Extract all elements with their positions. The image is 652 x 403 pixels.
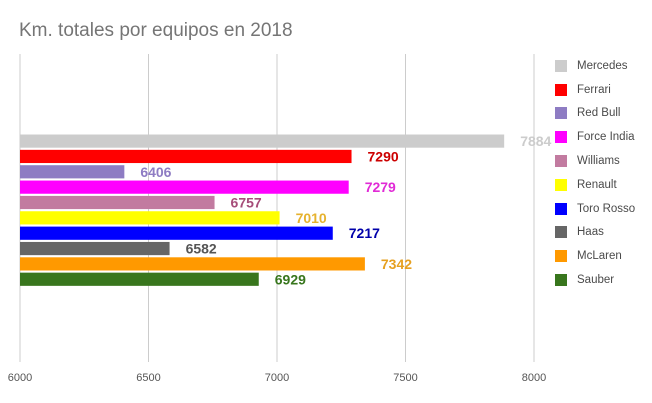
x-tick-label: 6500 bbox=[136, 372, 160, 384]
bar-mercedes bbox=[20, 134, 505, 148]
bar-ferrari bbox=[20, 149, 352, 164]
data-label: 7010 bbox=[296, 210, 327, 226]
legend-swatch bbox=[555, 83, 567, 96]
legend-swatch bbox=[555, 202, 567, 215]
legend-item: Haas bbox=[555, 221, 635, 245]
legend-label: Force India bbox=[577, 131, 635, 144]
legend-item: Williams bbox=[555, 149, 635, 173]
legend-item: Red Bull bbox=[555, 102, 635, 126]
legend-swatch bbox=[555, 131, 567, 144]
legend-label: Mercedes bbox=[577, 59, 628, 72]
legend-swatch bbox=[555, 59, 567, 72]
legend-item: Ferrari bbox=[555, 78, 635, 102]
bar-haas bbox=[20, 241, 170, 256]
data-label: 7217 bbox=[349, 225, 380, 241]
bar-sauber bbox=[20, 272, 259, 286]
legend-label: Renault bbox=[577, 178, 617, 191]
legend-item: Toro Rosso bbox=[555, 197, 635, 221]
legend-swatch bbox=[555, 226, 567, 239]
bar-force-india bbox=[20, 180, 349, 194]
legend-label: Haas bbox=[577, 226, 604, 239]
legend-label: Sauber bbox=[577, 274, 615, 287]
legend-swatch bbox=[555, 155, 567, 168]
legend-label: Ferrari bbox=[577, 83, 611, 96]
data-label: 6406 bbox=[140, 164, 171, 180]
data-label: 6757 bbox=[231, 195, 262, 211]
data-label: 6582 bbox=[186, 241, 217, 257]
data-label: 6929 bbox=[275, 271, 306, 287]
data-label: 7290 bbox=[368, 148, 399, 164]
data-label: 7884 bbox=[520, 133, 551, 149]
bar-red-bull bbox=[20, 165, 125, 179]
legend-item: Force India bbox=[555, 125, 635, 149]
legend-swatch bbox=[555, 107, 567, 120]
chart-title: Km. totales por equipos en 2018 bbox=[19, 20, 293, 41]
bar-toro-rosso bbox=[20, 226, 333, 240]
x-tick-label: 8000 bbox=[522, 372, 546, 384]
legend-label: Toro Rosso bbox=[577, 202, 636, 215]
legend-label: Red Bull bbox=[577, 107, 621, 120]
bar-renault bbox=[20, 211, 280, 225]
legend-swatch bbox=[555, 178, 567, 191]
legend-item: Renault bbox=[555, 173, 635, 197]
bar-williams bbox=[20, 195, 215, 210]
legend-label: McLaren bbox=[577, 250, 622, 263]
bar-mclaren bbox=[20, 257, 365, 271]
data-label: 7342 bbox=[381, 256, 412, 272]
legend-swatch bbox=[555, 274, 567, 287]
x-tick-label: 6000 bbox=[8, 372, 32, 384]
legend-item: McLaren bbox=[555, 244, 635, 268]
x-tick-label: 7000 bbox=[265, 372, 289, 384]
legend-label: Williams bbox=[577, 155, 620, 168]
legend-item: Mercedes bbox=[555, 54, 635, 78]
legend-swatch bbox=[555, 250, 567, 263]
data-label: 7279 bbox=[365, 179, 396, 195]
legend: Mercedes Ferrari Red Bull Force India Willia… bbox=[555, 54, 635, 292]
legend-item: Sauber bbox=[555, 268, 635, 292]
x-tick-label: 7500 bbox=[393, 372, 417, 384]
